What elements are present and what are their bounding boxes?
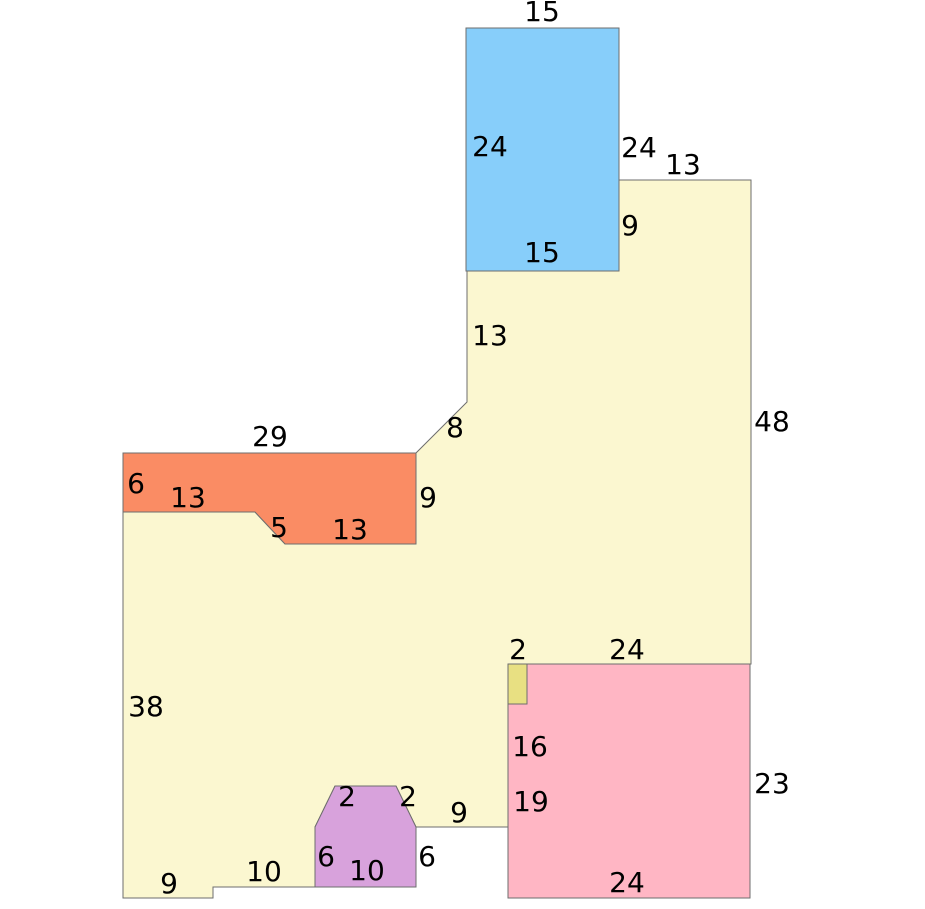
yellow-notch-right-label: 9 [621,209,639,242]
orange-bottom-right-label: 13 [332,513,368,546]
purple-topright-diag-label: 2 [399,780,417,813]
purple-left-label: 6 [317,840,335,873]
yellow-upper-left-label: 13 [472,319,508,352]
pink-left-label: 19 [513,785,549,818]
purple-bottom-label: 10 [349,854,385,887]
yellow-right-label: 48 [754,405,790,438]
purple-piece [314,785,417,888]
blue-right-label: 24 [621,131,657,164]
orange-right-label: 9 [419,481,437,514]
khaki-piece [507,663,528,705]
yellow-bottom-mid-label: 9 [450,796,468,829]
blue-left-label: 24 [472,130,508,163]
pink-top-label: 24 [609,633,645,666]
pink-piece [507,663,751,899]
pink-bottom-label: 24 [609,866,645,899]
blue-piece [465,27,620,272]
blue-bottom-label: 15 [524,236,560,269]
khaki-top-label: 2 [509,633,527,666]
orange-top-label: 29 [252,420,288,453]
orange-diag-label: 5 [270,511,288,544]
yellow-left-label: 38 [128,690,164,723]
yellow-bottom-left-label: 9 [160,867,178,900]
purple-topleft-diag-label: 2 [338,780,356,813]
orange-left-label: 6 [127,467,145,500]
purple-right-label: 6 [418,840,436,873]
pink-right-label: 23 [754,767,790,800]
blue-top-label: 15 [524,0,560,28]
yellow-top-label: 13 [665,148,701,181]
yellow-bottom-step-label: 10 [246,855,282,888]
yellow-upper-diag-label: 8 [446,411,464,444]
orange-bottom-left-label: 13 [170,481,206,514]
orange-piece [122,452,417,545]
yellow-pink-left-label: 16 [512,730,548,763]
